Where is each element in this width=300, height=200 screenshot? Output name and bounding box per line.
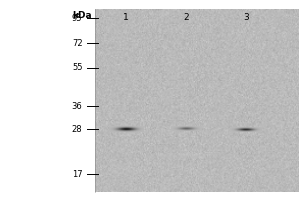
Text: 3: 3 (243, 13, 249, 22)
Text: 17: 17 (72, 170, 83, 179)
Text: 36: 36 (72, 102, 83, 111)
Text: 95: 95 (72, 14, 83, 23)
Text: 72: 72 (72, 39, 83, 48)
FancyBboxPatch shape (0, 0, 94, 200)
Text: 1: 1 (123, 13, 129, 22)
Text: kDa: kDa (72, 11, 92, 20)
Text: 2: 2 (183, 13, 189, 22)
Text: 28: 28 (72, 125, 83, 134)
Text: 55: 55 (72, 63, 83, 72)
